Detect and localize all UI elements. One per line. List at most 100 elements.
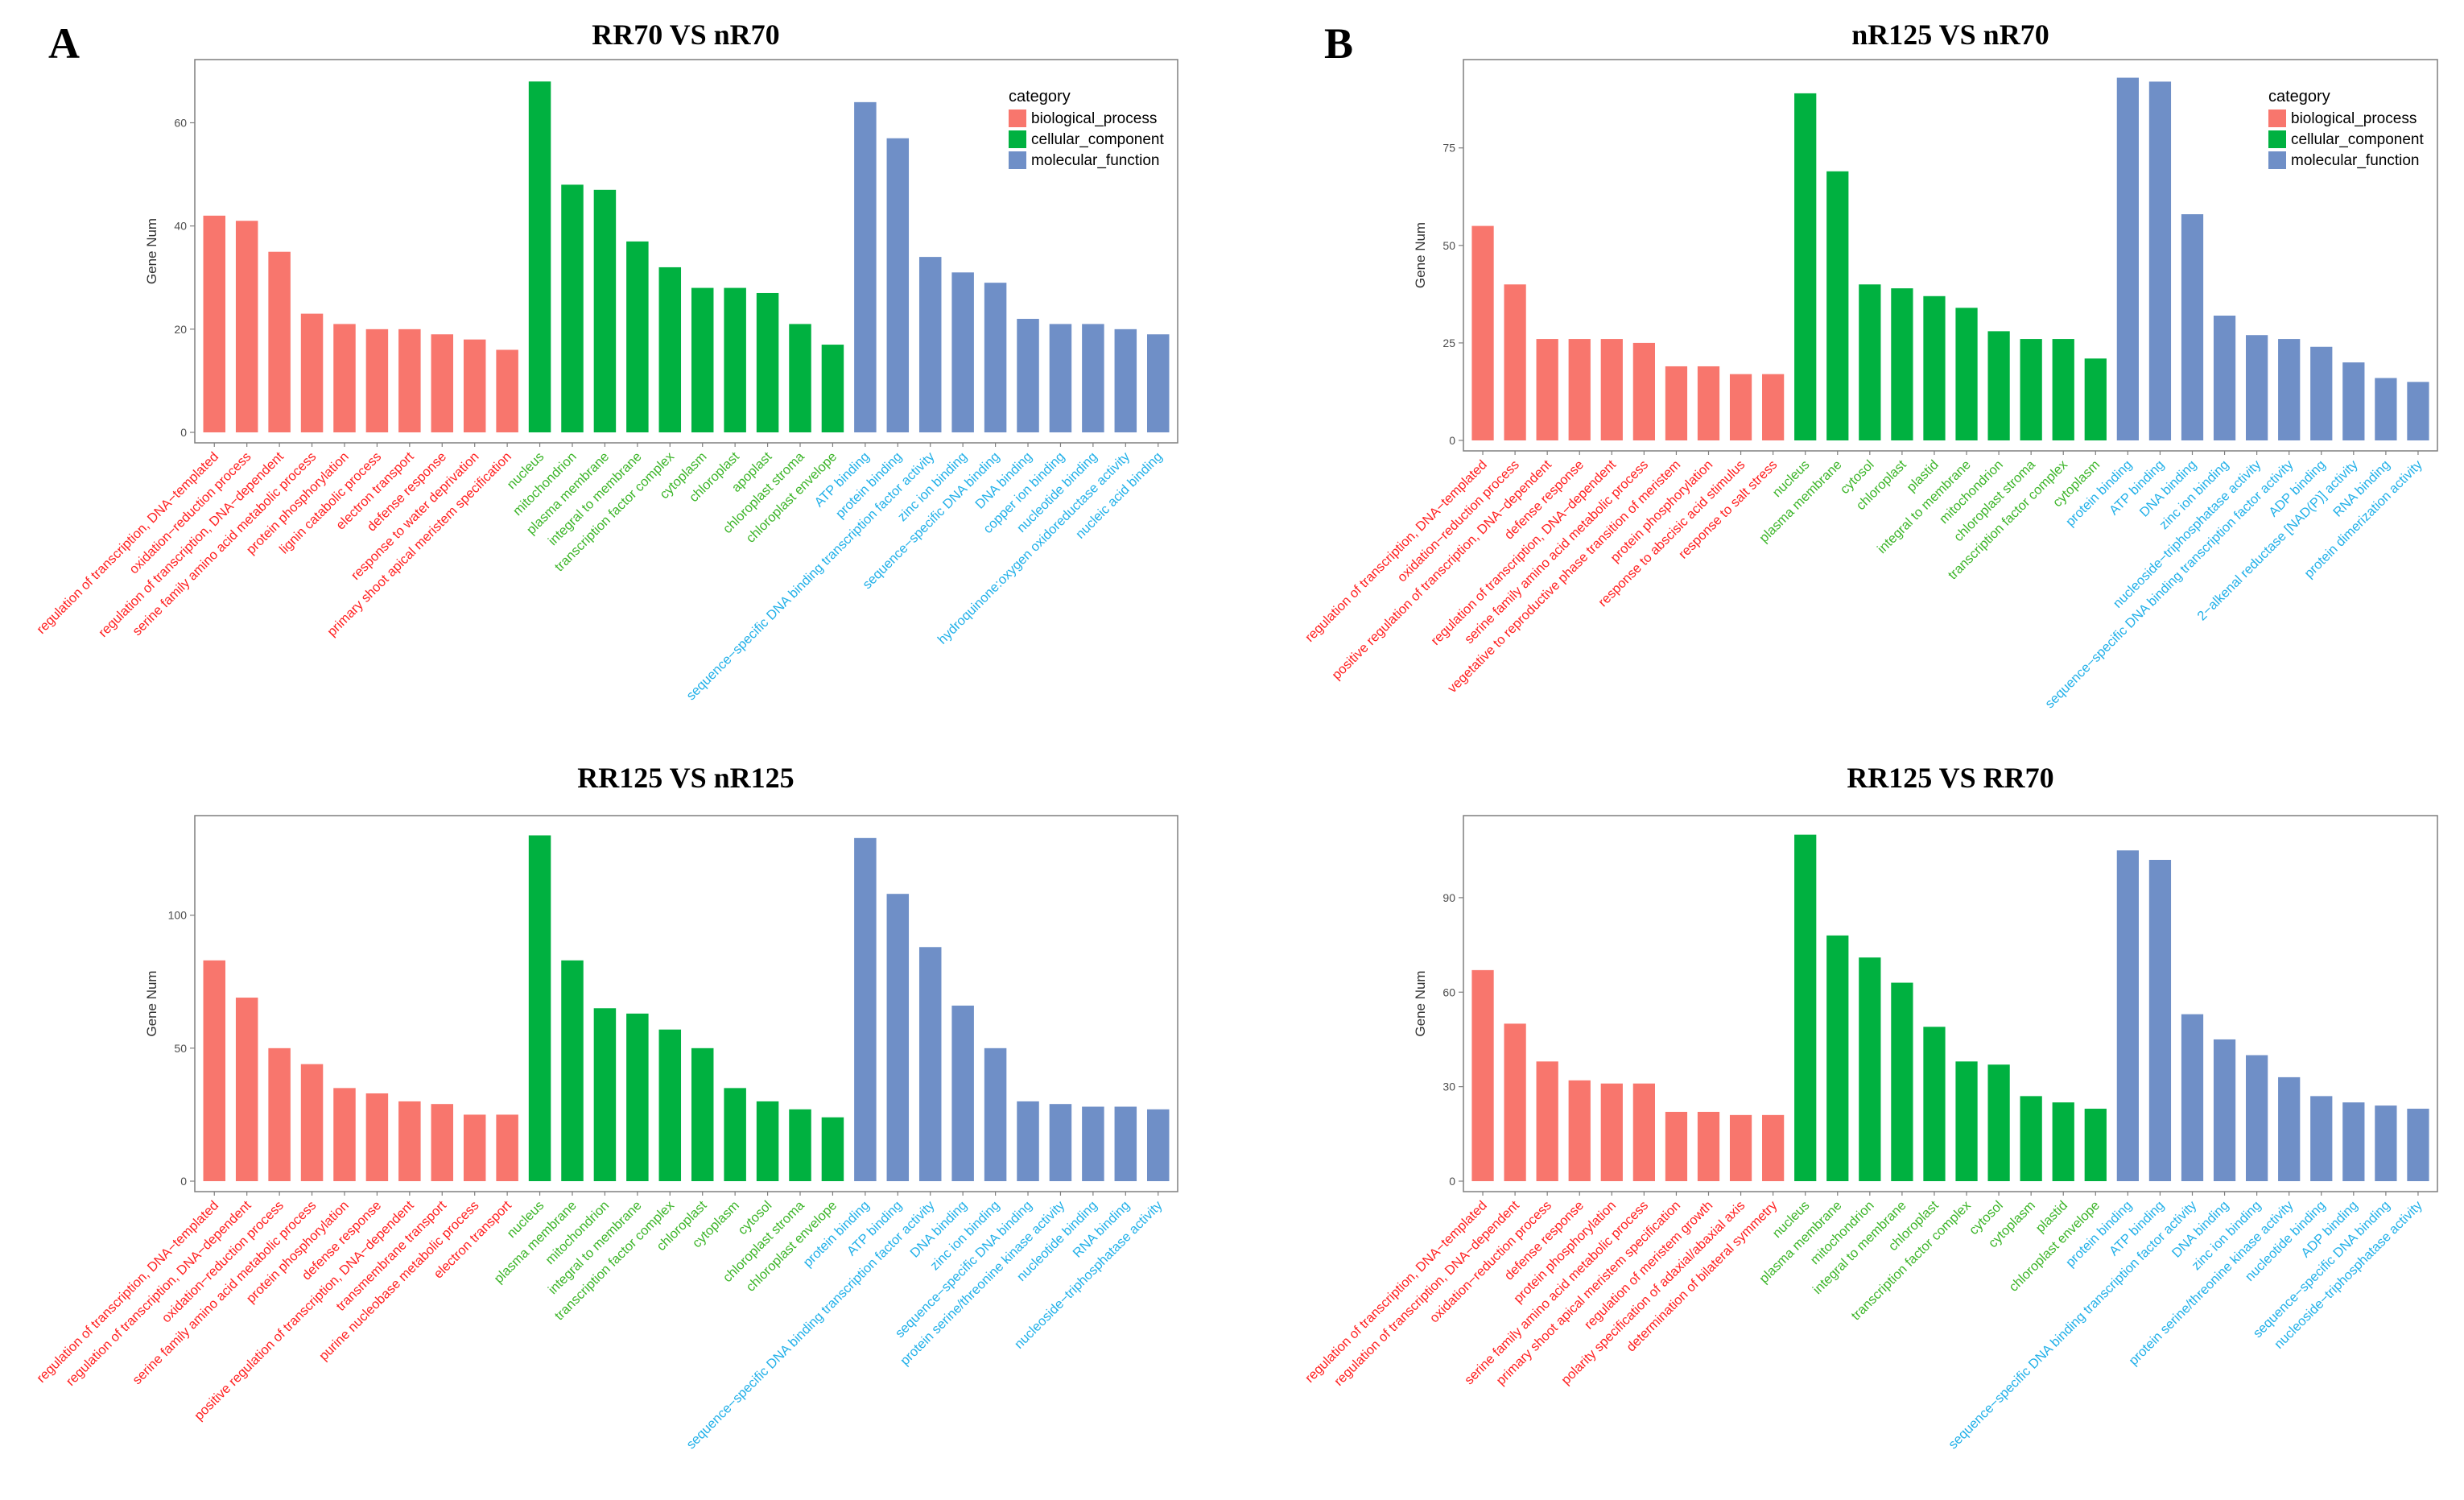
bar xyxy=(561,960,584,1181)
bar xyxy=(658,1029,682,1181)
bar xyxy=(2052,339,2074,440)
bar xyxy=(1762,374,1785,440)
bar xyxy=(2052,1102,2074,1181)
y-tick-label: 0 xyxy=(1449,434,1455,447)
bar xyxy=(1729,374,1752,440)
bar xyxy=(658,267,682,432)
legend-item-label: cellular_component xyxy=(2291,131,2424,148)
bar xyxy=(365,1093,389,1181)
bar xyxy=(691,1048,714,1181)
bar xyxy=(2407,382,2429,440)
bar xyxy=(2310,346,2333,440)
bar xyxy=(1987,1064,2010,1181)
bar xyxy=(2407,1109,2429,1181)
legend: category biological_process cellular_compo… xyxy=(1009,88,1164,169)
y-tick-label: 0 xyxy=(180,1175,187,1188)
bar xyxy=(2084,358,2107,440)
bar xyxy=(2375,1105,2397,1181)
bar xyxy=(1146,1109,1170,1181)
bar xyxy=(854,101,877,432)
bar xyxy=(1923,295,1946,440)
bar xyxy=(951,1005,974,1181)
bar xyxy=(1891,982,1913,1181)
x-tick-label: oxidation−reduction process xyxy=(159,1198,287,1325)
y-tick-label: 0 xyxy=(180,426,187,439)
legend-item-label: biological_process xyxy=(2291,110,2417,127)
y-axis-label: Gene Num xyxy=(1413,222,1428,288)
bar xyxy=(2246,1055,2268,1181)
bar xyxy=(1049,324,1072,432)
bar xyxy=(691,287,714,432)
y-tick-label: 100 xyxy=(168,909,188,922)
bar xyxy=(1536,339,1558,440)
bar xyxy=(1017,319,1039,432)
bar xyxy=(1665,1111,1688,1181)
legend-swatch xyxy=(1009,130,1026,148)
bar xyxy=(1568,339,1591,440)
bar xyxy=(2375,378,2397,440)
bar xyxy=(561,184,584,433)
bar xyxy=(1114,329,1137,432)
bar xyxy=(756,1101,779,1181)
bar xyxy=(2020,1096,2042,1181)
bar xyxy=(2278,339,2301,440)
bar xyxy=(365,329,389,432)
bar xyxy=(1632,1083,1655,1181)
bar xyxy=(398,329,421,432)
bar xyxy=(528,835,551,1181)
bar xyxy=(724,1088,746,1181)
legend-title: category xyxy=(2268,88,2330,105)
bar xyxy=(918,257,942,432)
bar xyxy=(1017,1101,1039,1181)
chart-title: RR125 VS nR125 xyxy=(577,762,794,794)
y-axis-label: Gene Num xyxy=(144,970,159,1036)
bar xyxy=(626,241,649,432)
bar xyxy=(2310,1096,2333,1181)
y-axis-label: Gene Num xyxy=(1413,970,1428,1036)
legend-swatch xyxy=(2268,151,2286,169)
bar xyxy=(1794,93,1817,440)
bar xyxy=(886,894,910,1181)
y-tick-label: 40 xyxy=(174,220,187,233)
legend-item-label: molecular_function xyxy=(1031,152,1159,169)
bar xyxy=(2342,362,2365,440)
bar xyxy=(2020,339,2042,440)
bar xyxy=(528,81,551,433)
bar xyxy=(496,349,518,432)
bar xyxy=(333,1088,356,1181)
bar xyxy=(1859,284,1881,440)
bar xyxy=(1762,1114,1785,1181)
panel-label-b: B xyxy=(1324,19,1353,68)
bar xyxy=(463,1114,486,1181)
bar xyxy=(1729,1114,1752,1181)
x-tick-label: oxidation−reduction process xyxy=(126,449,254,576)
y-tick-label: 25 xyxy=(1442,337,1455,349)
y-tick-label: 50 xyxy=(1442,239,1455,252)
chart-title: nR125 VS nR70 xyxy=(1851,19,2049,51)
bar xyxy=(463,339,486,432)
y-tick-label: 20 xyxy=(174,323,187,336)
bar xyxy=(203,215,226,432)
bar xyxy=(626,1013,649,1181)
bar xyxy=(1504,284,1526,440)
y-tick-label: 0 xyxy=(1449,1175,1455,1188)
bar xyxy=(2084,1109,2107,1181)
legend-swatch xyxy=(1009,110,1026,127)
bar xyxy=(2116,850,2139,1181)
bar xyxy=(593,189,617,433)
panel-label-a: A xyxy=(48,19,80,68)
legend-title: category xyxy=(1009,88,1071,105)
bar xyxy=(886,138,910,432)
chart-title: RR125 VS RR70 xyxy=(1847,762,2053,794)
bar xyxy=(854,837,877,1181)
bar xyxy=(1568,1080,1591,1181)
bar xyxy=(918,947,942,1181)
bar xyxy=(1826,935,1849,1181)
bar xyxy=(1794,834,1817,1181)
x-tick-label: positive regulation of transcription, DN… xyxy=(1329,457,1554,683)
bar xyxy=(2342,1102,2365,1181)
